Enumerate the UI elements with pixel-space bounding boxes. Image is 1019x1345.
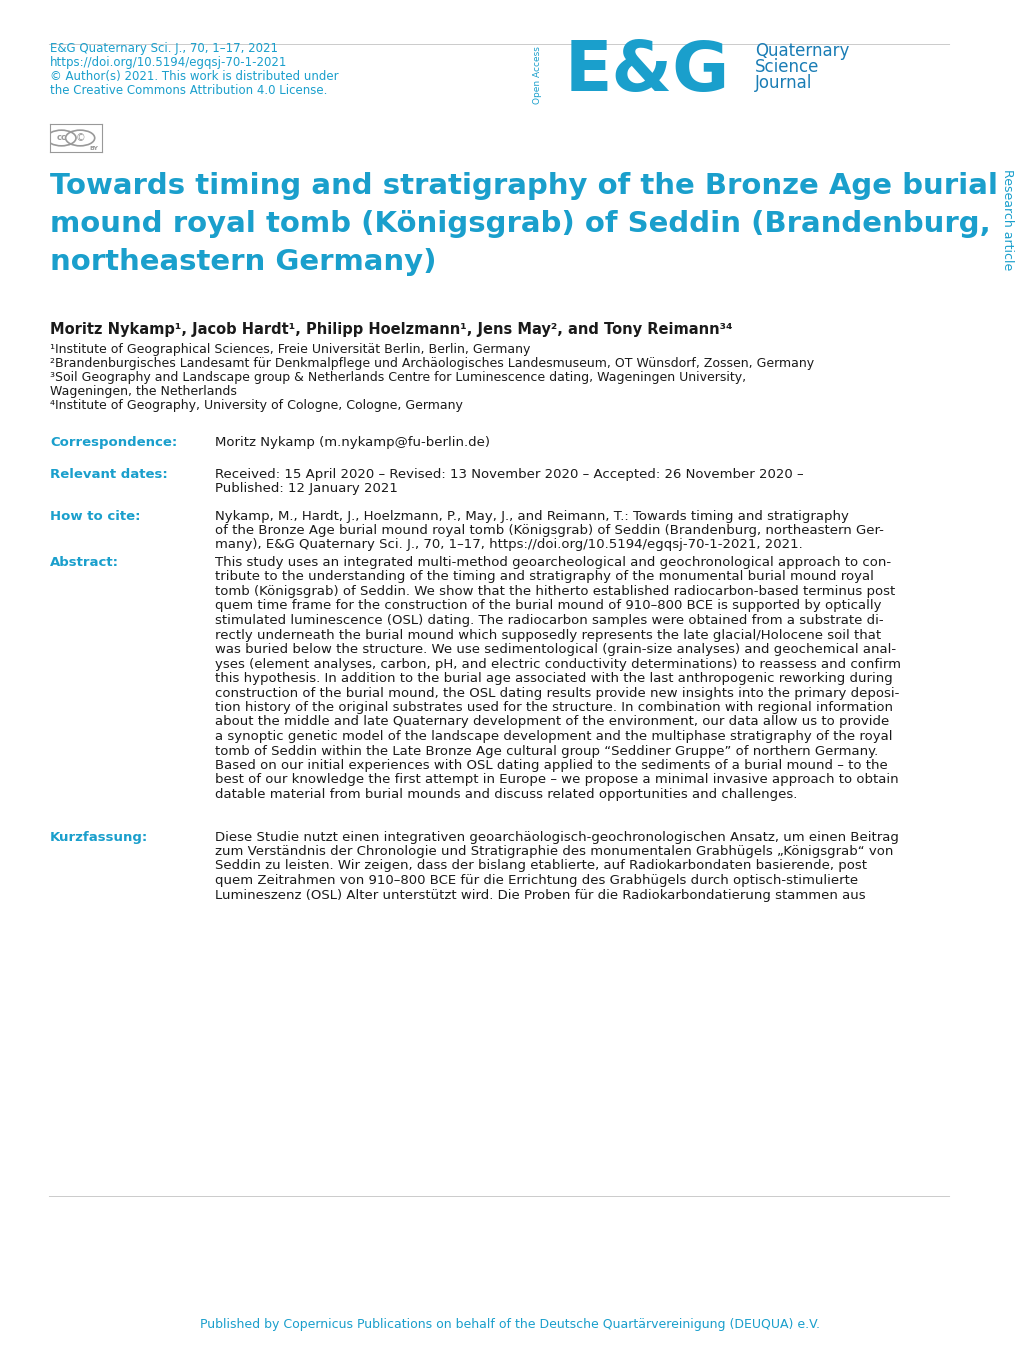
Text: tomb (Königsgrab) of Seddin. We show that the hitherto established radiocarbon-b: tomb (Königsgrab) of Seddin. We show tha… <box>215 585 895 599</box>
Text: Journal: Journal <box>754 74 811 91</box>
Text: Correspondence:: Correspondence: <box>50 436 177 449</box>
Text: Moritz Nykamp¹, Jacob Hardt¹, Philipp Hoelzmann¹, Jens May², and Tony Reimann³⁴: Moritz Nykamp¹, Jacob Hardt¹, Philipp Ho… <box>50 321 732 338</box>
Text: cc: cc <box>56 133 66 143</box>
Text: Relevant dates:: Relevant dates: <box>50 468 167 482</box>
Text: Lumineszenz (OSL) Alter unterstützt wird. Die Proben für die Radiokarbondatierun: Lumineszenz (OSL) Alter unterstützt wird… <box>215 889 865 901</box>
Text: Wageningen, the Netherlands: Wageningen, the Netherlands <box>50 385 236 398</box>
Text: Received: 15 April 2020 – Revised: 13 November 2020 – Accepted: 26 November 2020: Received: 15 April 2020 – Revised: 13 No… <box>215 468 803 482</box>
Text: of the Bronze Age burial mound royal tomb (Königsgrab) of Seddin (Brandenburg, n: of the Bronze Age burial mound royal tom… <box>215 525 883 537</box>
Text: Diese Studie nutzt einen integrativen geoarchäologisch-geochronologischen Ansatz: Diese Studie nutzt einen integrativen ge… <box>215 830 898 843</box>
Text: yses (element analyses, carbon, pH, and electric conductivity determinations) to: yses (element analyses, carbon, pH, and … <box>215 658 900 671</box>
Text: the Creative Commons Attribution 4.0 License.: the Creative Commons Attribution 4.0 Lic… <box>50 83 327 97</box>
Text: Based on our initial experiences with OSL dating applied to the sediments of a b: Based on our initial experiences with OS… <box>215 759 887 772</box>
Text: BY: BY <box>90 145 99 151</box>
Text: ©: © <box>75 133 85 143</box>
Text: Quaternary: Quaternary <box>754 42 849 61</box>
Text: tion history of the original substrates used for the structure. In combination w: tion history of the original substrates … <box>215 701 892 714</box>
Text: this hypothesis. In addition to the burial age associated with the last anthropo: this hypothesis. In addition to the buri… <box>215 672 892 685</box>
Text: many), E&G Quaternary Sci. J., 70, 1–17, https://doi.org/10.5194/egqsj-70-1-2021: many), E&G Quaternary Sci. J., 70, 1–17,… <box>215 538 802 551</box>
Text: E&G Quaternary Sci. J., 70, 1–17, 2021: E&G Quaternary Sci. J., 70, 1–17, 2021 <box>50 42 278 55</box>
Text: construction of the burial mound, the OSL dating results provide new insights in: construction of the burial mound, the OS… <box>215 686 899 699</box>
Text: Towards timing and stratigraphy of the Bronze Age burial: Towards timing and stratigraphy of the B… <box>50 172 997 200</box>
Text: stimulated luminescence (OSL) dating. The radiocarbon samples were obtained from: stimulated luminescence (OSL) dating. Th… <box>215 615 882 627</box>
Text: northeastern Germany): northeastern Germany) <box>50 247 436 276</box>
Text: ¹Institute of Geographical Sciences, Freie Universität Berlin, Berlin, Germany: ¹Institute of Geographical Sciences, Fre… <box>50 343 530 356</box>
Text: E&G: E&G <box>565 38 730 105</box>
Text: https://doi.org/10.5194/egqsj-70-1-2021: https://doi.org/10.5194/egqsj-70-1-2021 <box>50 56 287 69</box>
Text: Nykamp, M., Hardt, J., Hoelzmann, P., May, J., and Reimann, T.: Towards timing a: Nykamp, M., Hardt, J., Hoelzmann, P., Ma… <box>215 510 848 523</box>
Text: ²Brandenburgisches Landesamt für Denkmalpflege und Archäologisches Landesmuseum,: ²Brandenburgisches Landesamt für Denkmal… <box>50 356 813 370</box>
Text: Abstract:: Abstract: <box>50 555 119 569</box>
Text: datable material from burial mounds and discuss related opportunities and challe: datable material from burial mounds and … <box>215 788 797 802</box>
Text: Seddin zu leisten. Wir zeigen, dass der bislang etablierte, auf Radiokarbondaten: Seddin zu leisten. Wir zeigen, dass der … <box>215 859 866 873</box>
Text: Moritz Nykamp (m.nykamp@fu-berlin.de): Moritz Nykamp (m.nykamp@fu-berlin.de) <box>215 436 489 449</box>
Text: Research article: Research article <box>1001 169 1014 270</box>
Text: tomb of Seddin within the Late Bronze Age cultural group “Seddiner Gruppe” of no: tomb of Seddin within the Late Bronze Ag… <box>215 745 877 757</box>
Text: Open Access: Open Access <box>532 46 541 104</box>
Text: Published: 12 January 2021: Published: 12 January 2021 <box>215 482 397 495</box>
Text: best of our knowledge the first attempt in Europe – we propose a minimal invasiv: best of our knowledge the first attempt … <box>215 773 898 787</box>
Text: Published by Copernicus Publications on behalf of the Deutsche Quartärvereinigun: Published by Copernicus Publications on … <box>200 1318 819 1332</box>
Text: zum Verständnis der Chronologie und Stratigraphie des monumentalen Grabhügels „K: zum Verständnis der Chronologie und Stra… <box>215 845 893 858</box>
Text: was buried below the structure. We use sedimentological (grain-size analyses) an: was buried below the structure. We use s… <box>215 643 896 656</box>
Text: How to cite:: How to cite: <box>50 510 141 523</box>
Text: quem Zeitrahmen von 910–800 BCE für die Errichtung des Grabhügels durch optisch-: quem Zeitrahmen von 910–800 BCE für die … <box>215 874 857 886</box>
Text: © Author(s) 2021. This work is distributed under: © Author(s) 2021. This work is distribut… <box>50 70 338 83</box>
Text: quem time frame for the construction of the burial mound of 910–800 BCE is suppo: quem time frame for the construction of … <box>215 600 880 612</box>
Text: This study uses an integrated multi-method geoarcheological and geochronological: This study uses an integrated multi-meth… <box>215 555 891 569</box>
Text: about the middle and late Quaternary development of the environment, our data al: about the middle and late Quaternary dev… <box>215 716 889 729</box>
Text: ³Soil Geography and Landscape group & Netherlands Centre for Luminescence dating: ³Soil Geography and Landscape group & Ne… <box>50 371 745 385</box>
Text: Science: Science <box>754 58 818 77</box>
Text: tribute to the understanding of the timing and stratigraphy of the monumental bu: tribute to the understanding of the timi… <box>215 570 873 584</box>
Text: a synoptic genetic model of the landscape development and the multiphase stratig: a synoptic genetic model of the landscap… <box>215 730 892 742</box>
Text: mound royal tomb (Königsgrab) of Seddin (Brandenburg,: mound royal tomb (Königsgrab) of Seddin … <box>50 210 989 238</box>
Text: Kurzfassung:: Kurzfassung: <box>50 830 148 843</box>
Text: ⁴Institute of Geography, University of Cologne, Cologne, Germany: ⁴Institute of Geography, University of C… <box>50 399 463 412</box>
Text: rectly underneath the burial mound which supposedly represents the late glacial/: rectly underneath the burial mound which… <box>215 628 880 642</box>
